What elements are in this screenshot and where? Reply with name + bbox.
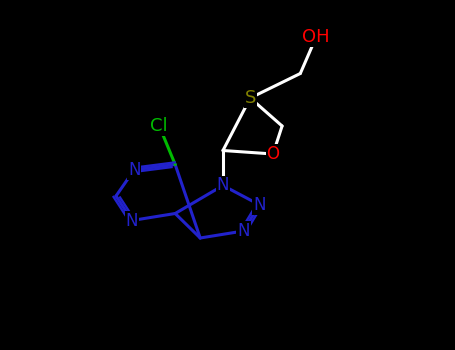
Text: N: N: [217, 176, 229, 195]
Text: N: N: [237, 222, 250, 240]
Text: N: N: [128, 161, 141, 179]
Text: Cl: Cl: [151, 117, 168, 135]
Text: N: N: [253, 196, 266, 214]
Text: OH: OH: [303, 28, 330, 46]
Text: S: S: [245, 89, 256, 107]
Text: N: N: [126, 211, 138, 230]
Text: O: O: [267, 145, 279, 163]
